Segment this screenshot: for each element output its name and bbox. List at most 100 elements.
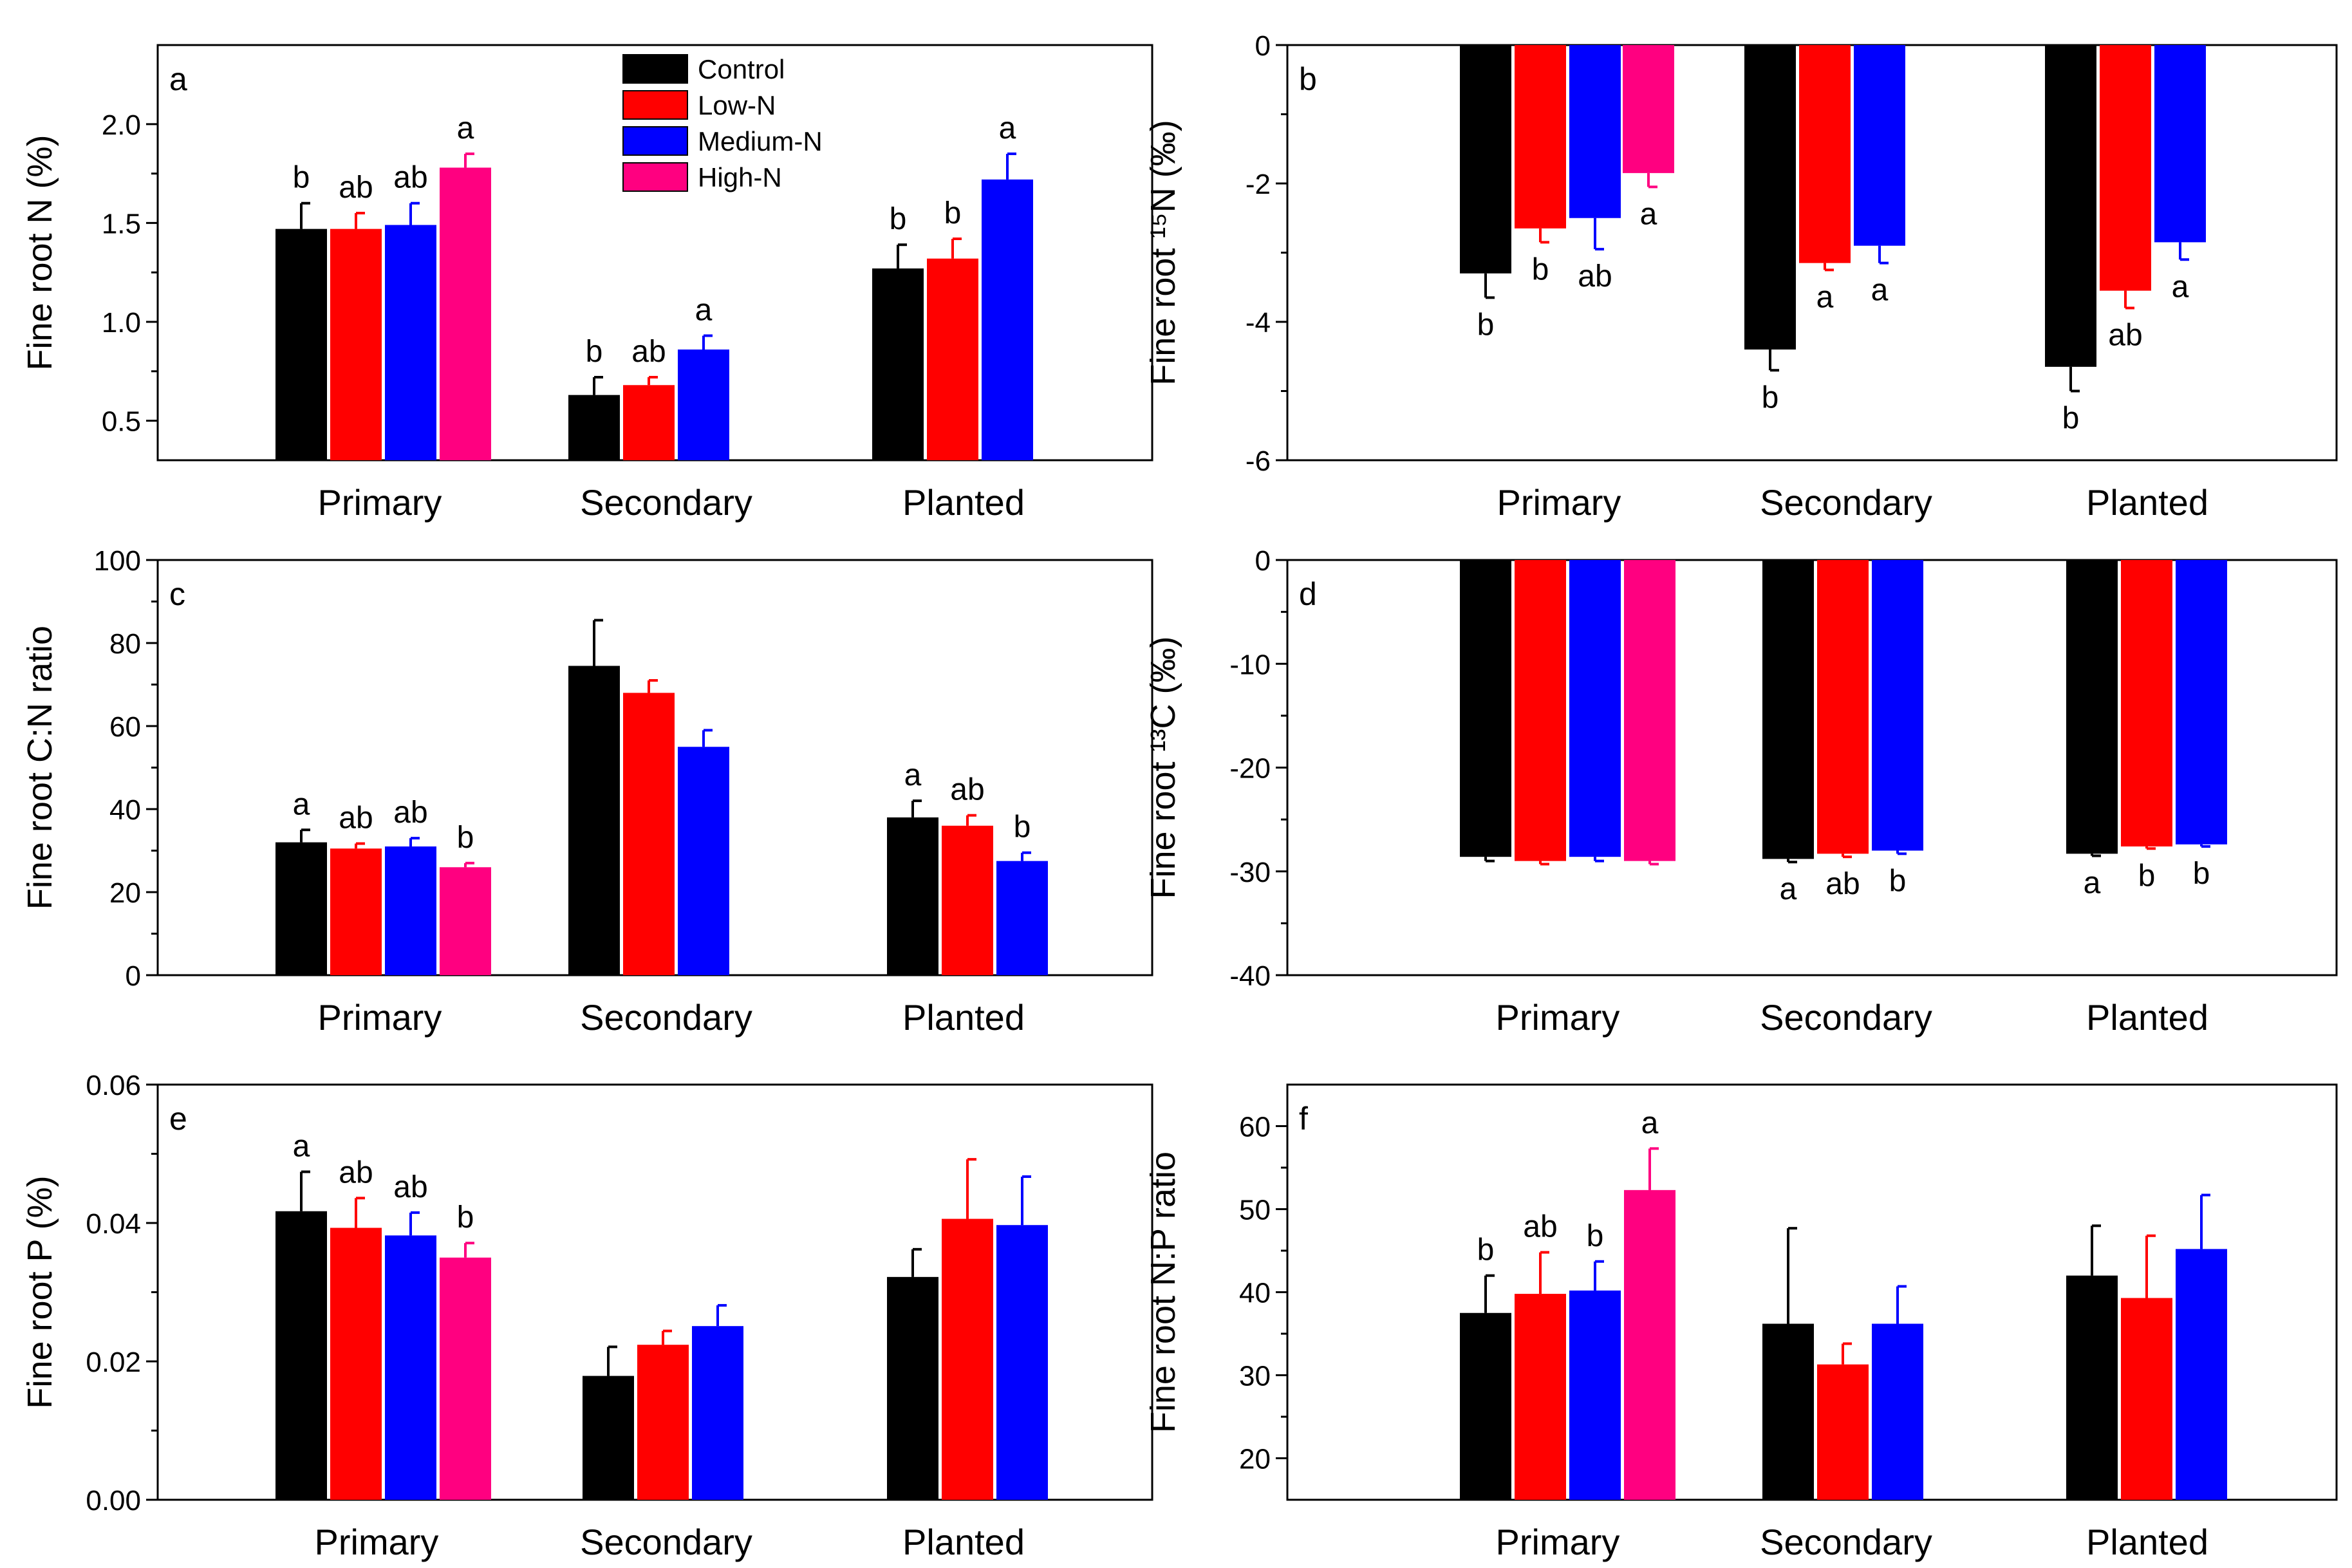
bar bbox=[275, 1211, 327, 1500]
category-label: Planted bbox=[902, 1522, 1025, 1562]
panel-letter: a bbox=[169, 61, 187, 97]
significance-letter: a bbox=[457, 111, 474, 145]
category-label: Primary bbox=[1497, 482, 1621, 523]
bar bbox=[1872, 1323, 1923, 1500]
bar bbox=[942, 1218, 993, 1500]
bar bbox=[1460, 45, 1511, 274]
significance-letter: b bbox=[2138, 859, 2156, 893]
bar bbox=[2100, 45, 2151, 291]
bar bbox=[1515, 45, 1566, 229]
bar bbox=[330, 229, 382, 460]
y-tick-label: 20 bbox=[109, 877, 141, 909]
y-tick-label: 40 bbox=[1239, 1278, 1271, 1309]
y-tick-label: -20 bbox=[1229, 753, 1271, 785]
bar bbox=[440, 1257, 491, 1500]
bar bbox=[692, 1326, 743, 1500]
bar bbox=[1872, 560, 1923, 851]
bar bbox=[568, 395, 620, 460]
significance-letter: a bbox=[293, 1129, 310, 1163]
significance-letter: a bbox=[1816, 280, 1834, 314]
category-label: Primary bbox=[315, 1522, 439, 1562]
bar bbox=[330, 1227, 382, 1500]
bar bbox=[583, 1376, 634, 1500]
bar bbox=[678, 747, 729, 975]
significance-letter: b bbox=[1477, 308, 1495, 342]
bar bbox=[1762, 560, 1814, 859]
bar bbox=[872, 268, 924, 460]
y-axis-label: Fine root ¹⁵N (‰) bbox=[1144, 120, 1182, 385]
legend-swatch bbox=[622, 162, 688, 192]
bar bbox=[330, 848, 382, 975]
significance-letter: ab bbox=[1523, 1210, 1557, 1244]
y-tick-label: 50 bbox=[1239, 1195, 1271, 1226]
y-tick-label: 0.5 bbox=[102, 406, 141, 438]
significance-letter: ab bbox=[339, 801, 373, 835]
panel-letter: b bbox=[1299, 61, 1317, 97]
panel-a: 0.5 1.0 1.5 2.0 Fine root N (%) a Primary Secon… bbox=[21, 44, 1153, 523]
category-label: Primary bbox=[318, 997, 442, 1038]
bar bbox=[927, 258, 978, 460]
bar bbox=[1515, 560, 1566, 861]
category-label: Primary bbox=[1496, 1522, 1620, 1562]
significance-letter: b bbox=[586, 335, 603, 369]
bar bbox=[568, 666, 620, 975]
significance-letter: ab bbox=[393, 1170, 427, 1204]
y-tick-label: 1.0 bbox=[102, 307, 141, 339]
bar bbox=[678, 350, 729, 460]
bar bbox=[1817, 1364, 1869, 1500]
bar bbox=[1515, 1294, 1566, 1500]
panel-c: 0 20 40 60 80 100 Fine root C:N ratio c Primary S… bbox=[21, 545, 1153, 1038]
significance-letter: ab bbox=[2108, 319, 2142, 353]
y-axis-label: Fine root ¹³C (‰) bbox=[1144, 636, 1182, 899]
significance-letter: b bbox=[1014, 810, 1031, 845]
category-label: Secondary bbox=[580, 1522, 752, 1562]
significance-letter: ab bbox=[339, 1155, 373, 1190]
bar bbox=[1624, 560, 1675, 861]
y-tick-label: 80 bbox=[109, 628, 141, 660]
category-label: Secondary bbox=[1760, 482, 1932, 523]
bar bbox=[1569, 560, 1621, 857]
significance-letter: b bbox=[2193, 857, 2210, 891]
y-axis-label: Fine root N (%) bbox=[21, 135, 59, 370]
bar bbox=[2176, 1249, 2227, 1500]
bar bbox=[1623, 45, 1674, 173]
category-label: Planted bbox=[2086, 482, 2208, 523]
bar bbox=[2121, 560, 2172, 847]
y-tick-label: 0 bbox=[126, 960, 141, 992]
category-label: Primary bbox=[1496, 997, 1620, 1038]
significance-letter: b bbox=[1477, 1233, 1495, 1267]
y-tick-label: 30 bbox=[1239, 1361, 1271, 1392]
significance-letter: a bbox=[1640, 197, 1657, 231]
significance-letter: a bbox=[1871, 274, 1889, 308]
significance-letter: ab bbox=[339, 171, 373, 205]
significance-letter: ab bbox=[631, 335, 666, 369]
category-label: Planted bbox=[902, 482, 1025, 523]
significance-letter: a bbox=[1780, 872, 1797, 906]
bar bbox=[385, 846, 436, 975]
y-tick-label: 0 bbox=[1255, 30, 1271, 62]
bar bbox=[1799, 45, 1851, 263]
significance-letter: ab bbox=[393, 161, 427, 195]
panel-letter: f bbox=[1299, 1101, 1308, 1137]
y-axis-label: Fine root C:N ratio bbox=[21, 626, 59, 910]
bar bbox=[385, 1235, 436, 1500]
y-tick-label: 60 bbox=[109, 711, 141, 743]
panel-letter: e bbox=[169, 1101, 187, 1137]
bar bbox=[942, 825, 993, 975]
significance-letter: a bbox=[293, 787, 310, 821]
bar bbox=[2066, 1275, 2118, 1500]
panel-f: 20 30 40 50 60 Fine root N:P ratio f Primary Sec… bbox=[1144, 1083, 2338, 1562]
panel-letter: d bbox=[1299, 576, 1317, 612]
bar bbox=[385, 225, 436, 460]
significance-letter: a bbox=[904, 758, 922, 792]
bar bbox=[2121, 1298, 2172, 1500]
bar bbox=[440, 867, 491, 975]
bar bbox=[1569, 1290, 1621, 1500]
category-label: Secondary bbox=[580, 482, 752, 523]
bar bbox=[1744, 45, 1796, 350]
y-tick-label: -2 bbox=[1246, 169, 1271, 200]
significance-letter: a bbox=[695, 294, 713, 328]
y-tick-label: -4 bbox=[1246, 307, 1271, 339]
y-axis-label: Fine root P (%) bbox=[21, 1175, 59, 1408]
significance-letter: b bbox=[1587, 1219, 1604, 1253]
